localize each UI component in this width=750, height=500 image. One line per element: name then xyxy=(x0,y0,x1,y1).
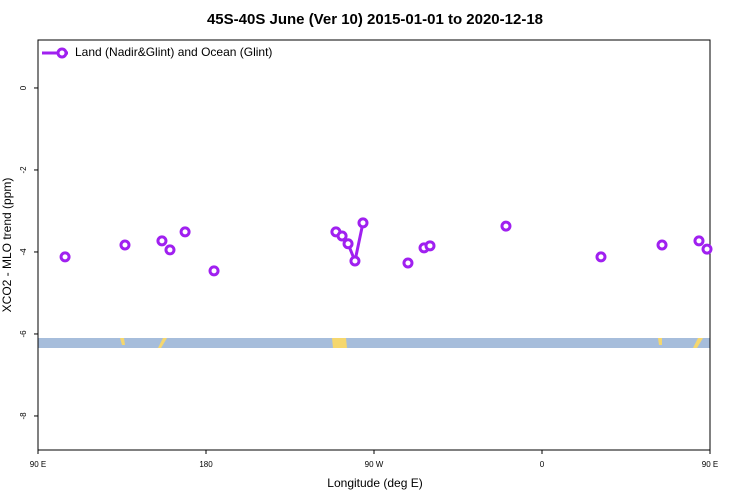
data-point xyxy=(424,240,436,252)
x-axis-label: Longitude (deg E) xyxy=(327,476,422,490)
y-tick-label: -6 xyxy=(19,330,28,338)
data-point xyxy=(156,235,168,247)
x-tick-label: 0 xyxy=(540,460,545,469)
data-point xyxy=(342,238,354,250)
legend-label: Land (Nadir&Glint) and Ocean (Glint) xyxy=(75,45,272,59)
data-point xyxy=(179,226,191,238)
y-tick-label: -4 xyxy=(19,248,28,256)
data-point xyxy=(656,239,668,251)
y-axis-label: XCO2 - MLO trend (ppm) xyxy=(0,178,14,313)
data-point xyxy=(59,251,71,263)
x-tick-label: 90 E xyxy=(702,460,718,469)
data-point xyxy=(208,265,220,277)
plot-frame xyxy=(37,39,711,451)
data-point xyxy=(693,235,705,247)
x-tick-label: 180 xyxy=(199,460,213,469)
data-point xyxy=(357,217,369,229)
data-point xyxy=(119,239,131,251)
data-line xyxy=(336,223,707,261)
map-strip xyxy=(38,338,710,348)
y-tick-label: -8 xyxy=(19,412,28,420)
legend-marker xyxy=(56,47,68,59)
data-point xyxy=(701,243,713,255)
y-tick-label: -2 xyxy=(19,166,28,174)
data-point xyxy=(500,220,512,232)
chart-title: 45S-40S June (Ver 10) 2015-01-01 to 2020… xyxy=(207,11,543,28)
data-point xyxy=(595,251,607,263)
x-tick-label: 90 W xyxy=(365,460,384,469)
data-point xyxy=(336,230,348,242)
y-tick-label: 0 xyxy=(19,85,28,90)
data-point xyxy=(164,244,176,256)
data-point xyxy=(402,257,414,269)
data-point xyxy=(349,255,361,267)
x-tick-label: 90 E xyxy=(30,460,46,469)
